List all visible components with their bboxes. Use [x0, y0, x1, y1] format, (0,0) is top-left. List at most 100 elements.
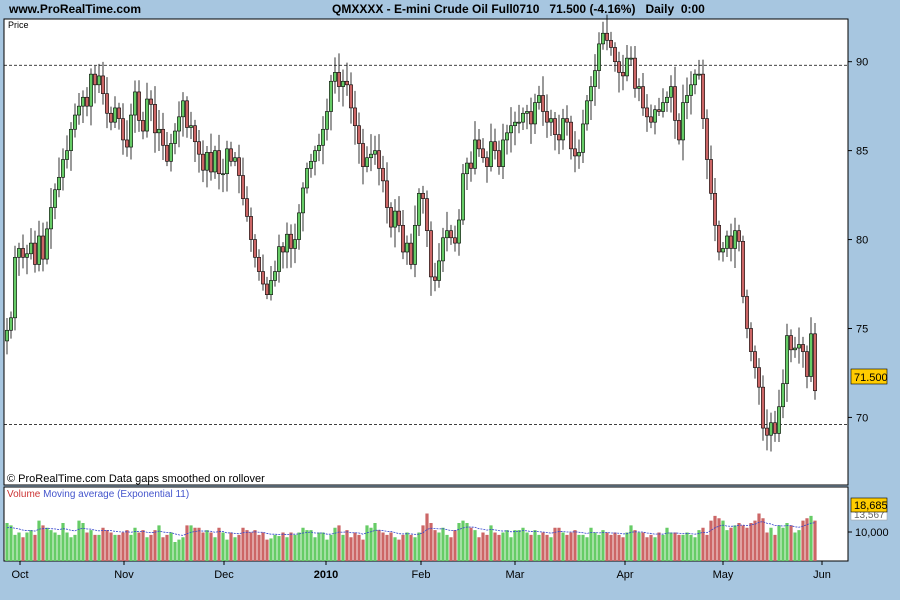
candle-body [221, 173, 225, 176]
volume-bar [45, 527, 49, 561]
volume-bar [89, 530, 93, 561]
candle-body [53, 189, 57, 208]
volume-bar [597, 534, 601, 561]
candle-body [549, 118, 553, 123]
candle-body [629, 57, 633, 60]
volume-bar [53, 532, 57, 561]
candle-body [309, 160, 313, 169]
volume-bar [177, 539, 181, 561]
candle-body [229, 148, 233, 162]
volume-bar [585, 537, 589, 561]
volume-bar [789, 525, 793, 561]
candle-body [313, 150, 317, 162]
candle-body [153, 104, 157, 134]
candle-body [765, 427, 769, 436]
volume-bar [773, 534, 777, 561]
volume-bar [401, 534, 405, 561]
volume-bar [509, 537, 513, 561]
candle-body [333, 72, 337, 82]
candle-body [237, 157, 241, 176]
candle-body [373, 150, 377, 155]
volume-bar [753, 520, 757, 561]
candle-body [13, 257, 17, 319]
last-volume-tag [850, 497, 888, 513]
candle-body [801, 344, 805, 352]
volume-bar [273, 534, 277, 561]
volume-bar [277, 536, 281, 561]
volume-bar [581, 534, 585, 561]
volume-bar [553, 527, 557, 561]
volume-bar [205, 530, 209, 561]
candle-body [517, 121, 521, 124]
instrument-name: QMXXXX - E-mini Crude Oil Full0710 [332, 2, 540, 16]
candle-body [201, 153, 205, 171]
candle-body [565, 118, 569, 123]
candle-body [477, 139, 481, 150]
price-tick-label: 85 [856, 146, 868, 158]
candle-body [357, 125, 361, 144]
volume-bar [609, 534, 613, 561]
candle-body [397, 210, 401, 226]
candle-body [525, 111, 529, 114]
candle-body [533, 102, 537, 125]
volume-bar [625, 532, 629, 561]
candle-body [621, 72, 625, 77]
candle-body [725, 235, 729, 249]
candle-body [365, 157, 369, 167]
volume-bar [333, 527, 337, 561]
candle-body [409, 242, 413, 265]
volume-bar [657, 532, 661, 561]
volume-bar [37, 520, 41, 561]
volume-bar [381, 532, 385, 561]
volume-bar [529, 534, 533, 561]
volume-bar [453, 530, 457, 561]
volume-bar [785, 523, 789, 561]
candle-body [585, 100, 589, 125]
volume-series [5, 513, 817, 561]
candle-body [805, 351, 809, 377]
candle-body [441, 237, 445, 262]
volume-bar [253, 530, 257, 561]
volume-bar [497, 534, 501, 561]
candle-body [457, 219, 461, 244]
volume-bar [321, 532, 325, 561]
volume-bar [693, 537, 697, 561]
candle-body [69, 128, 73, 151]
volume-bar [629, 525, 633, 561]
candle-body [249, 216, 253, 240]
candle-body [493, 141, 497, 151]
volume-bar [269, 538, 273, 561]
candle-body [569, 121, 573, 150]
volume-bar [85, 532, 89, 561]
volume-bar [469, 527, 473, 561]
volume-bar [681, 534, 685, 561]
volume-bar [81, 523, 85, 561]
site-name[interactable]: www.ProRealTime.com [9, 2, 142, 16]
candle-body [265, 283, 269, 295]
candle-body [145, 98, 149, 132]
volume-bar [289, 532, 293, 561]
volume-bar [557, 527, 561, 561]
candle-body [73, 114, 77, 130]
candle-body [505, 132, 509, 141]
candle-body [581, 123, 585, 153]
volume-bar [385, 534, 389, 561]
candle-body [717, 225, 721, 253]
volume-bar [301, 527, 305, 561]
volume-bar [329, 534, 333, 561]
volume-bar [765, 532, 769, 561]
price-panel-label: Price [8, 20, 29, 30]
volume-bar [745, 527, 749, 561]
candle-body [273, 271, 277, 281]
candle-body [117, 107, 121, 119]
candle-body [37, 235, 41, 265]
volume-bar [605, 532, 609, 561]
candle-body [369, 153, 373, 159]
volume-bar [661, 534, 665, 561]
time-tick-label: Feb [412, 569, 431, 581]
candle-body [781, 383, 785, 408]
candle-body [413, 225, 417, 265]
volume-bar [801, 520, 805, 561]
volume-bar [141, 530, 145, 561]
